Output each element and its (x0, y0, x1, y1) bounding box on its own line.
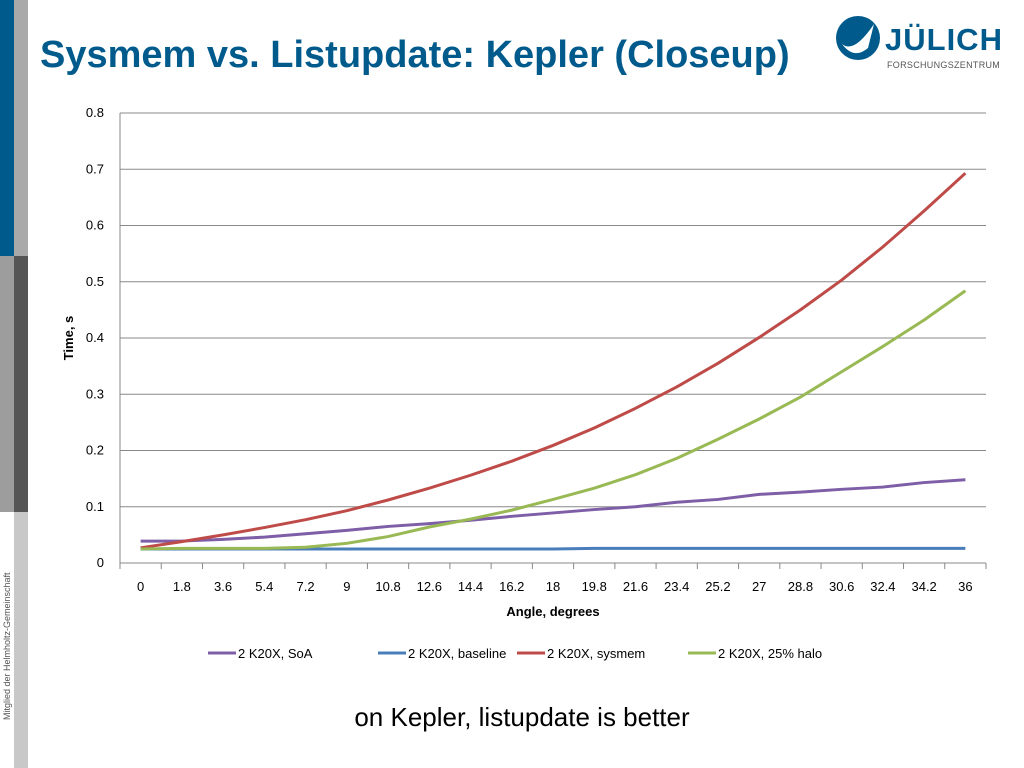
x-tick-label: 12.6 (417, 579, 442, 594)
line-chart: 0 0.1 0.2 0.3 0.4 0.5 0.6 0.7 0.8 0 1.8 3.6 5.4 7.2 9 1… (61, 105, 987, 661)
y-tick-label: 0.6 (86, 218, 104, 233)
side-bar-gray (14, 0, 28, 256)
series-line-3 (140, 289, 967, 551)
y-tick-label: 0.7 (86, 161, 104, 176)
y-axis-label: Time, s (61, 316, 76, 361)
side-bar-dark (14, 256, 28, 512)
x-axis-label: Angle, degrees (506, 604, 599, 619)
x-tick-label: 5.4 (255, 579, 273, 594)
x-tick-label: 36 (958, 579, 972, 594)
julich-logo-icon (836, 16, 880, 60)
x-tick-label: 3.6 (214, 579, 232, 594)
side-bar-gray (0, 256, 14, 512)
y-tick-label: 0.5 (86, 274, 104, 289)
y-tick-label: 0.2 (86, 443, 104, 458)
series-line-2 (140, 172, 967, 550)
y-tick-label: 0.3 (86, 386, 104, 401)
slide-title: Sysmem vs. Listupdate: Kepler (Closeup) (40, 34, 790, 76)
logo-text: JÜLICH (885, 22, 1003, 57)
legend-label: 2 K20X, 25% halo (718, 646, 822, 661)
x-tick-label: 10.8 (375, 579, 400, 594)
side-bar-blue (0, 0, 14, 256)
x-tick-label: 25.2 (705, 579, 730, 594)
y-tick-label: 0 (97, 555, 104, 570)
x-tick-label: 27 (752, 579, 766, 594)
y-tick-label: 0.4 (86, 330, 104, 345)
y-tick-label: 0.1 (86, 499, 104, 514)
x-tick-label: 23.4 (664, 579, 689, 594)
x-tick-label: 30.6 (829, 579, 854, 594)
legend-label: 2 K20X, SoA (238, 646, 313, 661)
x-tick-label: 14.4 (458, 579, 483, 594)
legend-label: 2 K20X, baseline (408, 646, 506, 661)
slide-caption: on Kepler, listupdate is better (354, 702, 690, 732)
logo-subtext: FORSCHUNGSZENTRUM (887, 60, 1001, 70)
x-tick-label: 9 (343, 579, 350, 594)
x-tick-label: 19.8 (582, 579, 607, 594)
x-tick-label: 0 (137, 579, 144, 594)
x-tick-label: 7.2 (297, 579, 315, 594)
x-tick-label: 28.8 (788, 579, 813, 594)
x-tick-label: 16.2 (499, 579, 524, 594)
x-tick-label: 18 (546, 579, 560, 594)
legend-label: 2 K20X, sysmem (547, 646, 645, 661)
x-tick-label: 32.4 (870, 579, 895, 594)
y-tick-label: 0.8 (86, 105, 104, 120)
side-bar-light (14, 512, 28, 768)
x-tick-label: 21.6 (623, 579, 648, 594)
x-tick-label: 34.2 (911, 579, 936, 594)
series-line-0 (140, 478, 966, 543)
x-tick-label: 1.8 (173, 579, 191, 594)
